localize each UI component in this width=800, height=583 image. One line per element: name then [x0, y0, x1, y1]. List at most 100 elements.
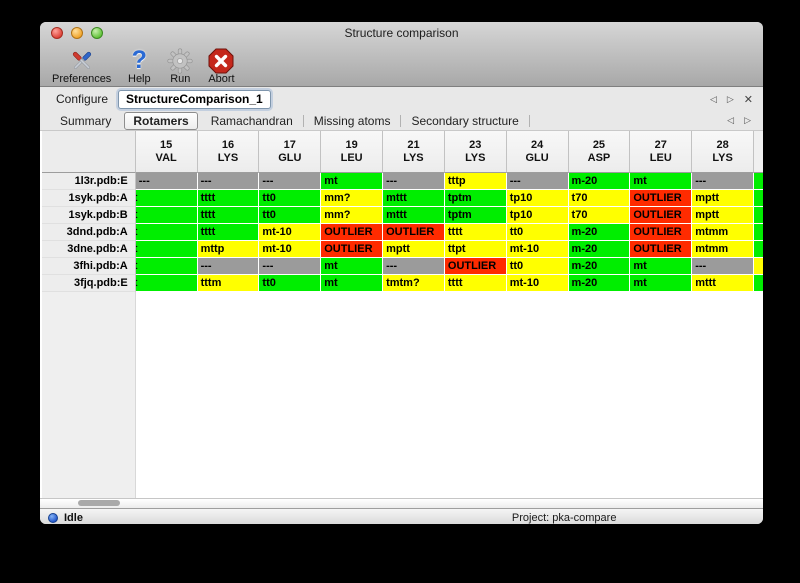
rotamer-cell[interactable]: ---: [383, 258, 445, 275]
prev-tab-icon[interactable]: ◁: [727, 115, 735, 125]
rotamer-cell[interactable]: tttm: [197, 275, 260, 292]
rotamer-cell[interactable]: m-20: [568, 173, 631, 190]
rotamer-cell[interactable]: mm?: [321, 190, 384, 207]
horizontal-scrollbar[interactable]: [40, 498, 763, 508]
rotamer-cell[interactable]: mptt: [692, 190, 755, 207]
help-button[interactable]: ? Help: [126, 48, 152, 86]
column-header-23[interactable]: 23 LYS: [444, 131, 507, 173]
rotamer-cell[interactable]: t70: [568, 190, 631, 207]
row-label[interactable]: 1l3r.pdb:E: [42, 173, 136, 190]
rotamer-cell[interactable]: mt-10: [259, 224, 322, 241]
tab-missing-atoms[interactable]: Missing atoms: [313, 113, 391, 128]
rotamer-cell[interactable]: ---: [692, 173, 755, 190]
rotamer-cell[interactable]: ---: [197, 173, 260, 190]
rotamer-cell[interactable]: OUTLIER: [383, 224, 445, 241]
rotamer-cell[interactable]: t: [135, 207, 198, 224]
rotamer-cell[interactable]: t: [135, 258, 198, 275]
rotamer-cell[interactable]: ---: [383, 173, 445, 190]
rotamer-cell[interactable]: tptm: [444, 207, 507, 224]
rotamer-cell[interactable]: mtmm: [692, 241, 755, 258]
configure-input[interactable]: StructureComparison_1: [118, 89, 271, 109]
column-header-24[interactable]: 24 GLU: [506, 131, 569, 173]
rotamer-cell[interactable]: t: [135, 275, 198, 292]
rotamer-cell[interactable]: mptt: [383, 241, 445, 258]
rotamer-cell[interactable]: tttp: [444, 173, 507, 190]
rotamer-cell[interactable]: tttt: [197, 190, 260, 207]
preferences-button[interactable]: Preferences: [52, 48, 111, 85]
column-header-21[interactable]: 21 LYS: [383, 131, 445, 173]
rotamer-cell[interactable]: tttt: [197, 207, 260, 224]
rotamer-cell[interactable]: tp10: [506, 190, 569, 207]
column-header-28[interactable]: 28 LYS: [692, 131, 755, 173]
next-tab-icon[interactable]: ▷: [744, 115, 751, 125]
row-label[interactable]: 3fhi.pdb:A: [42, 258, 136, 275]
rotamer-cell[interactable]: tt0: [259, 190, 322, 207]
column-header-27[interactable]: 27 LEU: [630, 131, 693, 173]
minimize-button[interactable]: [71, 27, 83, 39]
rotamer-cell[interactable]: tt0: [506, 224, 569, 241]
tab-rotamers[interactable]: Rotamers: [124, 111, 198, 130]
rotamer-cell[interactable]: tttt: [444, 275, 507, 292]
rotamer-cell[interactable]: mttp: [197, 241, 260, 258]
rotamer-cell[interactable]: OUTLIER: [630, 190, 693, 207]
rotamer-cell[interactable]: t: [135, 241, 198, 258]
rotamer-cell[interactable]: OUTLIER: [630, 207, 693, 224]
prev-config-icon[interactable]: ◁: [709, 93, 717, 104]
close-button[interactable]: [51, 27, 63, 39]
column-header-15[interactable]: 15 VAL: [135, 131, 198, 173]
rotamer-cell[interactable]: mm?: [321, 207, 384, 224]
rotamer-cell[interactable]: mptt: [692, 207, 755, 224]
rotamer-cell[interactable]: tmtm?: [383, 275, 445, 292]
rotamer-cell[interactable]: OUTLIER: [630, 241, 693, 258]
rotamer-cell[interactable]: mt: [630, 275, 693, 292]
rotamer-cell[interactable]: tt0: [259, 207, 322, 224]
next-config-icon[interactable]: ▷: [726, 93, 734, 104]
tab-secondary-structure[interactable]: Secondary structure: [411, 113, 519, 128]
rotamer-cell[interactable]: m-20: [568, 224, 631, 241]
rotamer-cell[interactable]: tttt: [444, 224, 507, 241]
row-label[interactable]: 1syk.pdb:B: [42, 207, 136, 224]
rotamer-cell[interactable]: ---: [135, 173, 198, 190]
rotamer-cell[interactable]: OUTLIER: [321, 241, 384, 258]
rotamer-cell[interactable]: ---: [259, 173, 322, 190]
rotamer-cell[interactable]: mt: [630, 258, 693, 275]
rotamer-cell[interactable]: OUTLIER: [630, 224, 693, 241]
rotamer-cell[interactable]: t: [135, 224, 198, 241]
close-config-icon[interactable]: ✕: [743, 93, 753, 106]
scrollbar-thumb[interactable]: [78, 500, 120, 506]
title-bar[interactable]: Structure comparison: [40, 22, 763, 43]
column-header-16[interactable]: 16 LYS: [197, 131, 260, 173]
rotamer-cell[interactable]: mttt: [383, 190, 445, 207]
rotamer-cell[interactable]: OUTLIER: [321, 224, 384, 241]
rotamer-cell[interactable]: ttpt: [444, 241, 507, 258]
rotamer-cell[interactable]: tptm: [444, 190, 507, 207]
rotamer-cell[interactable]: mt: [321, 173, 384, 190]
tab-ramachandran[interactable]: Ramachandran: [210, 113, 293, 128]
rotamer-cell[interactable]: m-20: [568, 241, 631, 258]
run-button[interactable]: Run: [167, 48, 193, 85]
rotamer-cell[interactable]: tp10: [506, 207, 569, 224]
rotamer-cell[interactable]: tttt: [197, 224, 260, 241]
abort-button[interactable]: Abort: [208, 48, 235, 85]
row-label[interactable]: 3dnd.pdb:A: [42, 224, 136, 241]
rotamer-cell[interactable]: ---: [259, 258, 322, 275]
rotamer-cell[interactable]: mtmm: [692, 224, 755, 241]
row-label[interactable]: 1syk.pdb:A: [42, 190, 136, 207]
rotamer-cell[interactable]: OUTLIER: [444, 258, 507, 275]
rotamer-cell[interactable]: tt0: [506, 258, 569, 275]
rotamer-cell[interactable]: ---: [506, 173, 569, 190]
row-label[interactable]: 3fjq.pdb:E: [42, 275, 136, 292]
rotamer-cell[interactable]: t70: [568, 207, 631, 224]
rotamer-cell[interactable]: mt-10: [506, 241, 569, 258]
rotamer-cell[interactable]: mt: [630, 173, 693, 190]
column-header-25[interactable]: 25 ASP: [568, 131, 631, 173]
row-label[interactable]: 3dne.pdb:A: [42, 241, 136, 258]
zoom-button[interactable]: [91, 27, 103, 39]
rotamer-cell[interactable]: ---: [692, 258, 755, 275]
rotamer-cell[interactable]: tt0: [259, 275, 322, 292]
column-header-19[interactable]: 19 LEU: [321, 131, 384, 173]
rotamer-cell[interactable]: mt-10: [259, 241, 322, 258]
rotamer-cell[interactable]: t: [135, 190, 198, 207]
rotamer-cell[interactable]: mt: [321, 275, 384, 292]
rotamer-cell[interactable]: mt-10: [506, 275, 569, 292]
